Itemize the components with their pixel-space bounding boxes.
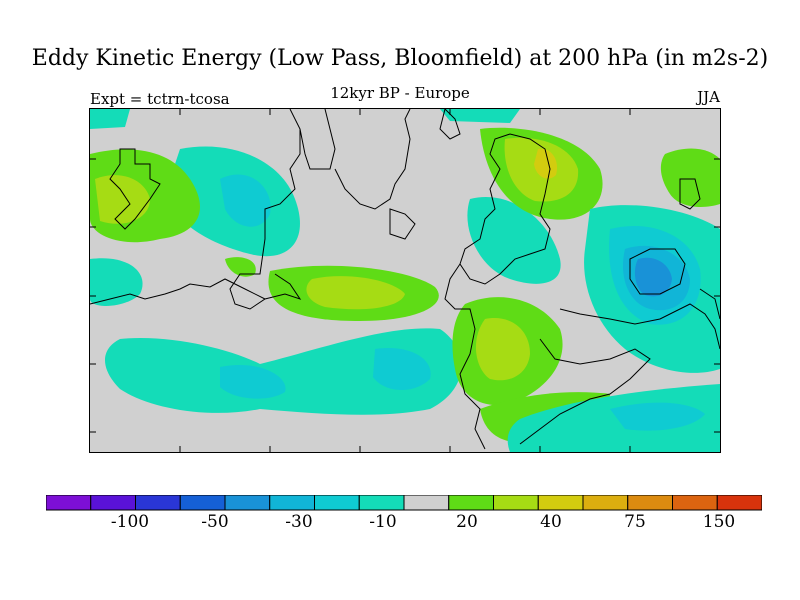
field-cyan-topleft bbox=[90, 109, 130, 129]
colorbar-swatch bbox=[179, 495, 226, 511]
colorbar-swatch bbox=[358, 495, 405, 511]
colorbar-swatch bbox=[672, 495, 718, 511]
coastlines bbox=[90, 109, 720, 450]
colorbar-label: 150 bbox=[702, 512, 736, 532]
period-region-label: 12kyr BP - Europe bbox=[330, 84, 470, 102]
colorbar bbox=[46, 495, 762, 511]
field-darkblue-east-core bbox=[634, 257, 672, 297]
colorbar-swatch bbox=[135, 495, 181, 511]
colorbar-swatch bbox=[403, 495, 450, 511]
colorbar-swatch bbox=[314, 495, 360, 511]
field-cyan-lower-core bbox=[220, 365, 286, 399]
colorbar-swatch bbox=[537, 495, 584, 511]
chart-title: Eddy Kinetic Energy (Low Pass, Bloomfiel… bbox=[31, 46, 769, 71]
field-cyan-top bbox=[440, 109, 520, 123]
experiment-label: Expt = tctrn-tcosa bbox=[90, 90, 230, 108]
colorbar-swatch bbox=[46, 495, 92, 511]
map-panel bbox=[89, 108, 721, 453]
colorbar-swatch bbox=[716, 495, 762, 511]
colorbar-label: -30 bbox=[285, 512, 313, 532]
colorbar-label: 75 bbox=[624, 512, 646, 532]
field-cyan-lower bbox=[105, 328, 462, 415]
colorbar-swatch bbox=[582, 495, 629, 511]
season-label: JJA bbox=[697, 88, 720, 106]
field-cyan-se-core bbox=[610, 402, 705, 431]
field-cyan-left bbox=[90, 258, 143, 306]
field-green-east bbox=[660, 148, 720, 207]
field-cyan-se bbox=[507, 384, 720, 452]
field-yellow-south bbox=[475, 318, 530, 381]
field-green-small bbox=[225, 257, 256, 277]
field-gold-ne bbox=[534, 148, 558, 179]
field-cyan-lower-core2 bbox=[373, 348, 431, 391]
colorbar-swatch bbox=[269, 495, 315, 511]
colorbar-swatch bbox=[90, 495, 136, 511]
field-cyan-east bbox=[467, 197, 561, 284]
field-cyan-west-core bbox=[220, 174, 271, 227]
colorbar-label: -100 bbox=[110, 512, 150, 532]
colorbar-label: 20 bbox=[456, 512, 478, 532]
colorbar-swatch bbox=[493, 495, 539, 511]
field-yellow-center bbox=[306, 276, 405, 310]
colorbar-label: -50 bbox=[201, 512, 229, 532]
colorbar-swatch bbox=[448, 495, 494, 511]
colorbar-label: 40 bbox=[540, 512, 562, 532]
axis-ticks bbox=[90, 109, 720, 452]
colorbar-swatch bbox=[627, 495, 673, 511]
map-svg bbox=[90, 109, 720, 452]
colorbar-label: -10 bbox=[369, 512, 397, 532]
field-yellow-nw bbox=[95, 175, 150, 224]
colorbar-swatch bbox=[224, 495, 271, 511]
